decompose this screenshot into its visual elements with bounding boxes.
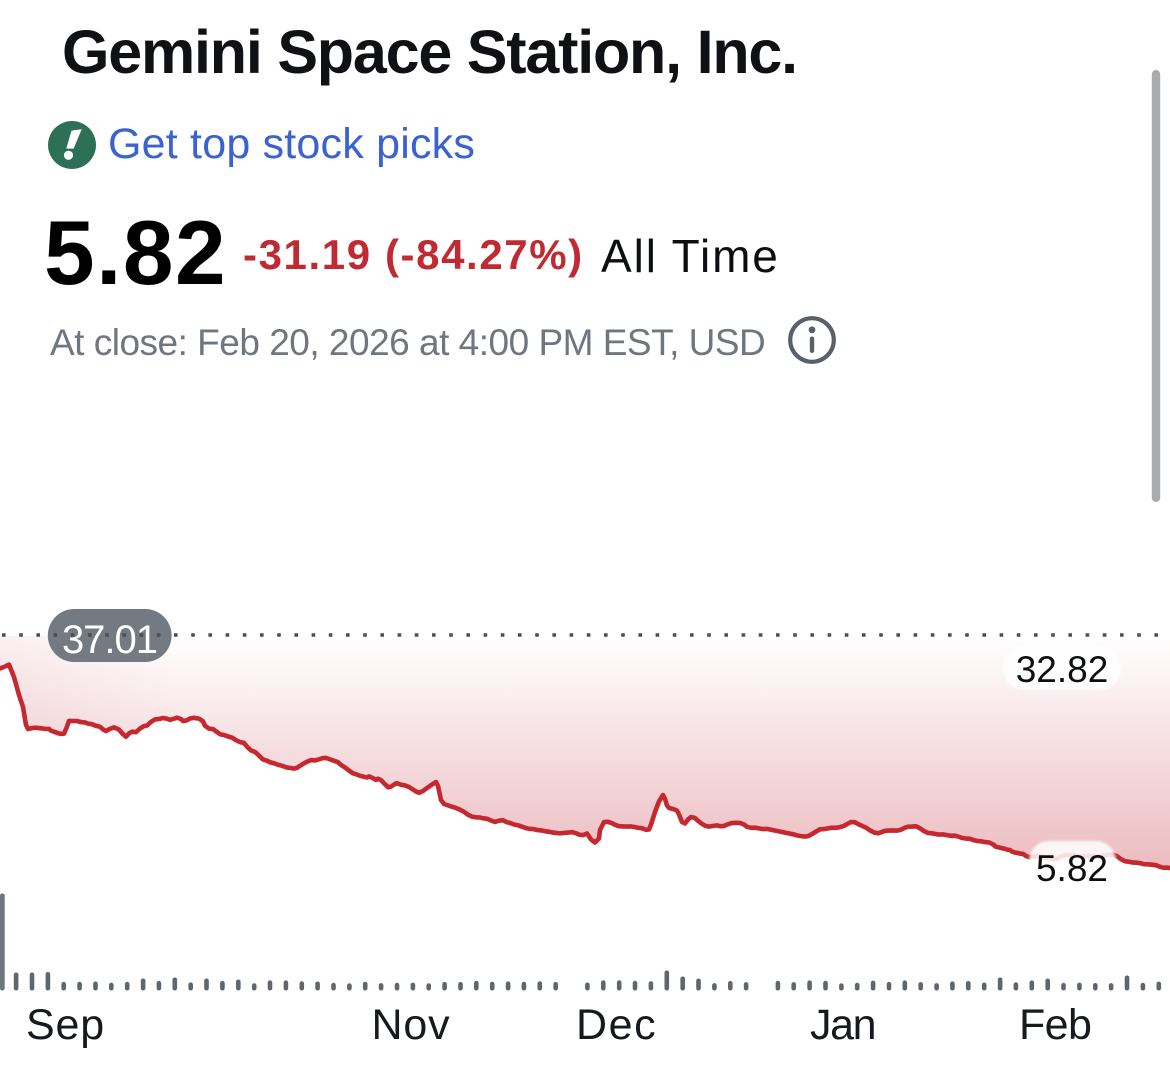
svg-text:Sep: Sep (26, 1001, 105, 1049)
svg-text:Jan: Jan (810, 1001, 875, 1049)
svg-text:37.01: 37.01 (62, 618, 157, 662)
svg-text:5.82: 5.82 (1036, 848, 1108, 889)
svg-text:Nov: Nov (372, 1001, 451, 1049)
svg-text:Feb: Feb (1019, 1001, 1091, 1049)
svg-text:Dec: Dec (576, 1001, 657, 1049)
svg-text:32.82: 32.82 (1016, 649, 1109, 690)
